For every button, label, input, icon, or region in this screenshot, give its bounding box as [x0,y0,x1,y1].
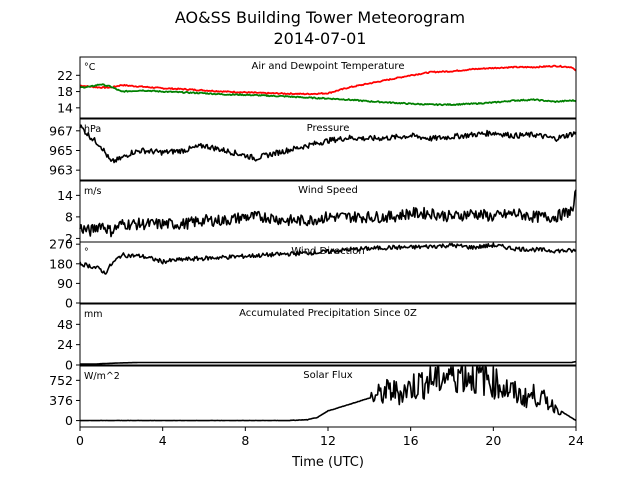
series-line-4-0 [80,360,577,365]
chart-title: AO&SS Building Tower Meteorogram [174,8,466,27]
panel-frame-4 [79,303,577,366]
y-tick-label-3: 180 [49,256,73,271]
y-tick-label-4: 48 [57,317,73,332]
panel-unit-1: hPa [84,124,101,135]
panel-frame-3 [79,241,577,304]
panel-title-3: Wind Direction [291,246,365,257]
y-tick-label-3: 270 [49,237,73,252]
series-line-3-0 [79,242,577,275]
series-line-0-1 [79,83,577,107]
y-tick-label-3: 90 [57,276,73,291]
y-tick-label-1: 965 [49,143,73,158]
series-line-2-0 [79,189,577,238]
series-line-0-0 [80,64,577,96]
x-axis-label: Time (UTC) [291,455,364,470]
y-tick-label-5: 0 [65,413,73,428]
y-tick-label-1: 967 [49,123,73,138]
panel-title-2: Wind Speed [298,185,358,196]
y-tick-label-2: 14 [57,188,73,203]
y-tick-label-3: 0 [65,296,73,311]
y-tick-label-5: 752 [49,373,73,388]
series-line-1-0 [79,124,577,164]
panel-unit-0: °C [84,62,96,73]
y-tick-label-0: 22 [57,68,73,83]
panel-title-0: Air and Dewpoint Temperature [252,61,405,72]
x-tick-label: 24 [568,433,584,448]
y-tick-label-4: 24 [57,337,73,352]
y-tick-label-4: 0 [65,358,73,373]
panel-unit-2: m/s [84,186,101,197]
x-tick-label: 4 [159,433,167,448]
x-tick-label: 8 [241,433,249,448]
y-tick-label-5: 376 [49,393,73,408]
panel-title-1: Pressure [307,123,350,134]
panel-unit-5: W/m^2 [84,371,120,382]
y-tick-label-2: 2 [65,231,73,246]
x-tick-label: 20 [485,433,501,448]
panel-frame-1 [79,118,577,181]
x-tick-label: 0 [76,433,84,448]
chart-subtitle: 2014-07-01 [273,29,367,48]
panel-title-4: Accumulated Precipitation Since 0Z [239,308,417,319]
panel-title-5: Solar Flux [303,370,353,381]
y-tick-label-0: 14 [57,100,73,115]
series-line-5-0 [80,366,577,422]
y-tick-label-1: 963 [49,163,73,178]
y-tick-label-0: 18 [57,84,73,99]
x-tick-label: 12 [320,433,336,448]
y-tick-label-2: 8 [65,209,73,224]
x-tick-label: 16 [403,433,419,448]
panel-unit-3: ° [84,247,89,258]
panel-frame-0 [79,56,577,119]
panel-unit-4: mm [84,309,103,320]
